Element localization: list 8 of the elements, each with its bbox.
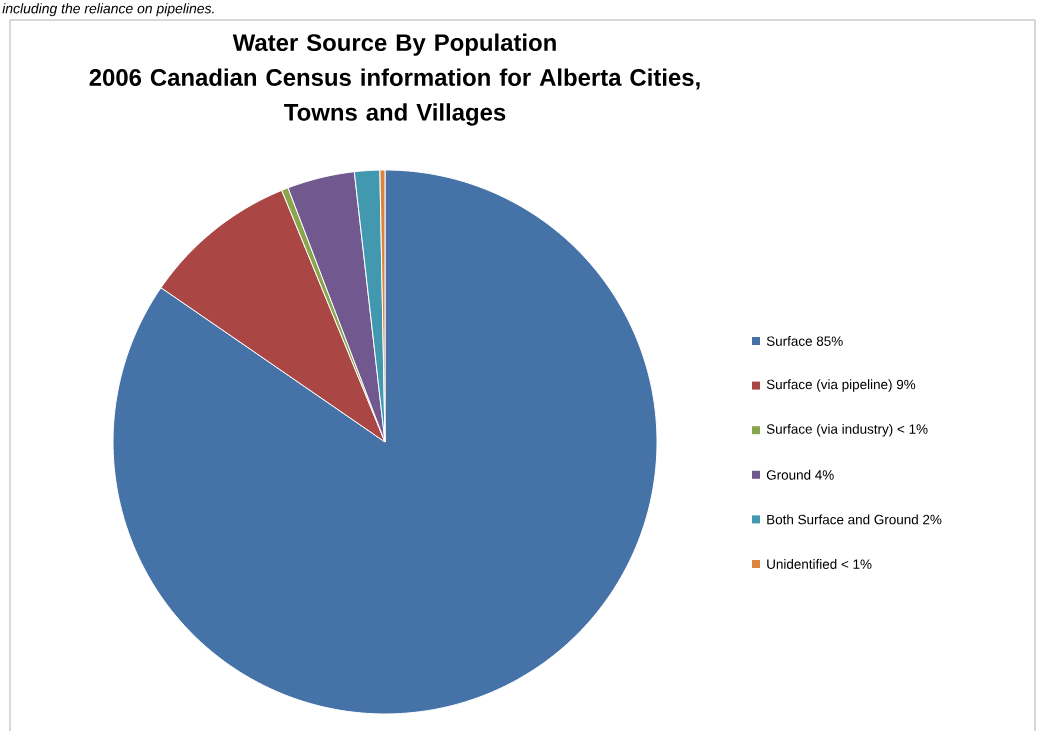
chart-title: Water Source By Population 2006 Canadian Census information for Alberta Cities, Towns and Villages: [89, 33, 700, 126]
legend-label: Ground 4%: [766, 469, 834, 480]
legend-label: Surface (via industry) < 1%: [766, 423, 928, 437]
legend-label: Both Surface and Ground 2%: [767, 514, 942, 525]
legend-label: Unidentified < 1%: [767, 559, 872, 569]
legend-label: Surface 85%: [766, 336, 843, 346]
legend-label: Surface (via pipeline) 9%: [766, 379, 916, 392]
text: including the reliance on pipelines.: [2, 3, 214, 17]
